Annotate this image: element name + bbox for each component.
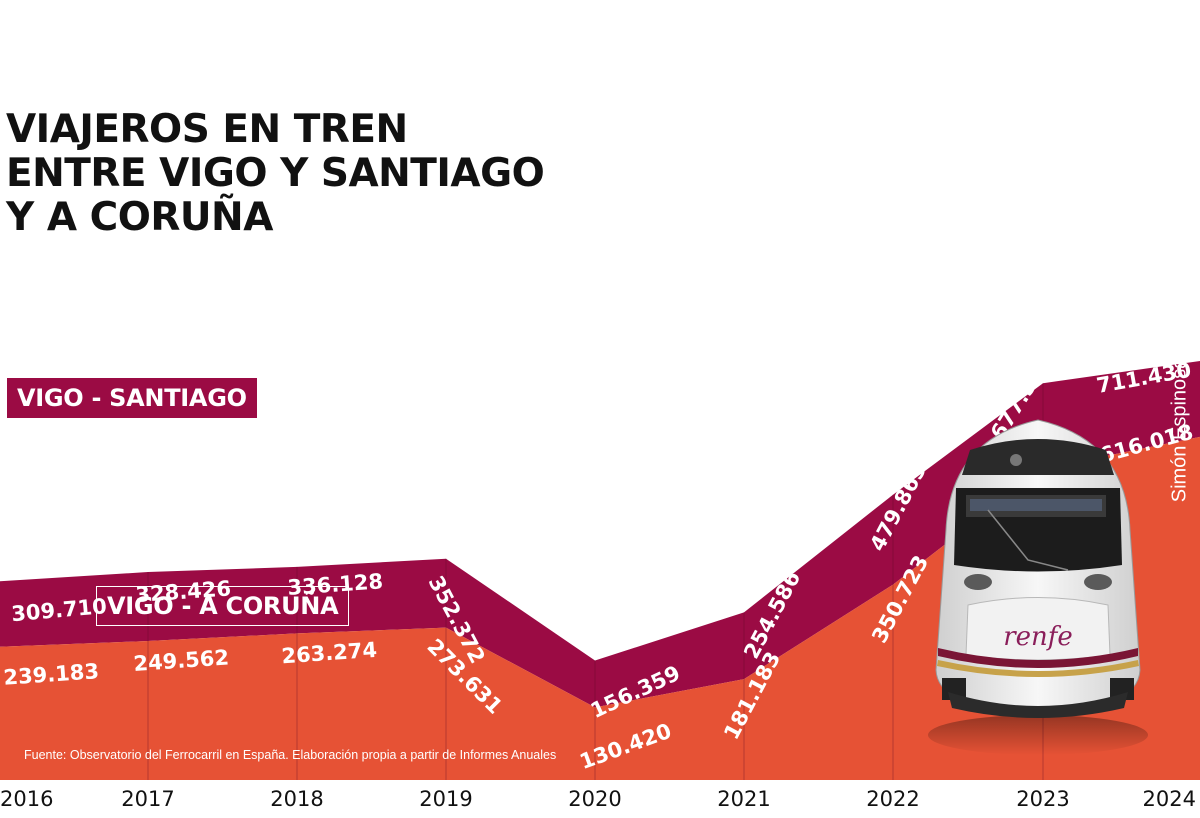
title-line-1: VIAJEROS EN TREN [6, 107, 408, 152]
x-tick-2021: 2021 [717, 787, 770, 811]
x-tick-2019: 2019 [419, 787, 472, 811]
x-tick-2024: 2024 [1143, 787, 1196, 811]
photo-credit: Simón Espinosa [1168, 357, 1191, 503]
renfe-logo: renfe [1003, 622, 1073, 652]
gridlines [147, 383, 1044, 780]
series-label-vigo-coruna: VIGO - A CORUÑA [96, 586, 350, 626]
train-illustration: renfe [928, 419, 1148, 755]
title-line-2: ENTRE VIGO Y SANTIAGO [6, 151, 545, 196]
series-label-vigo-santiago: VIGO - SANTIAGO [6, 377, 258, 419]
chart-title: VIAJEROS EN TREN ENTRE VIGO Y SANTIAGO Y… [6, 107, 545, 240]
series-area-vigo-santiago [0, 361, 1200, 708]
x-axis-ticks: 2016 2017 2018 2019 2020 2021 2022 2023 2024 [0, 787, 1196, 811]
x-tick-2020: 2020 [568, 787, 621, 811]
title-line-3: Y A CORUÑA [6, 195, 273, 240]
x-tick-2016: 2016 [0, 787, 53, 811]
x-tick-2017: 2017 [121, 787, 174, 811]
source-note: Fuente: Observatorio del Ferrocarril en … [24, 748, 557, 762]
x-tick-2022: 2022 [866, 787, 919, 811]
series-area-vigo-coruna [0, 436, 1200, 780]
x-tick-2023: 2023 [1016, 787, 1069, 811]
x-tick-2018: 2018 [270, 787, 323, 811]
